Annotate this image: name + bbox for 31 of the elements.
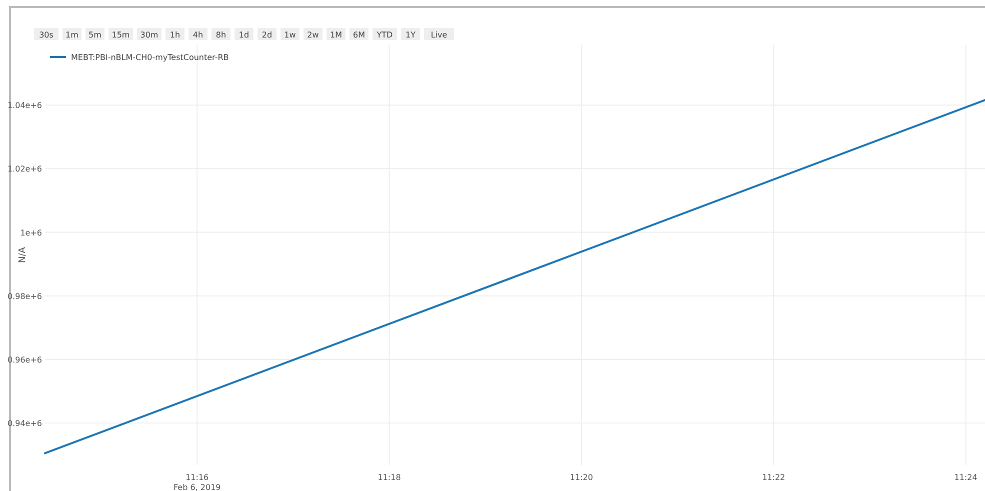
text: Feb 6, 2019: [174, 483, 221, 491]
time-range-button: 1Y: [401, 28, 420, 40]
time-range-button: 1w: [280, 28, 300, 40]
time-range-button: 1h: [166, 28, 184, 40]
time-range-button: 8h: [212, 28, 230, 40]
y-tick-label: 1.04e+6: [7, 101, 42, 110]
x-tick-label: 11:20: [570, 473, 593, 482]
time-range-button: 6M: [350, 28, 368, 40]
legend-label: MEBT:PBI-nBLM-CH0-myTestCounter-RB: [71, 53, 229, 62]
x-tick-label: 11:22: [762, 473, 786, 482]
time-range-button: 2w: [304, 28, 322, 40]
time-range-button: 1m: [62, 28, 82, 40]
time-range-button: 1M: [326, 28, 346, 40]
time-range-button: 15m: [108, 28, 133, 40]
x-tick-label: 11:16: [186, 473, 209, 482]
time-range-button: 5m: [86, 28, 104, 40]
time-range-button: YTD: [372, 28, 397, 40]
y-axis-title: N/A: [18, 246, 28, 263]
y-tick-label: 0.98e+6: [7, 292, 42, 301]
y-tick-label: 0.94e+6: [7, 419, 42, 428]
y-tick-label: 1.02e+6: [7, 164, 42, 174]
time-range-button: Live: [424, 28, 454, 40]
time-range-button: 30s: [34, 28, 58, 40]
y-tick-label: 0.96e+6: [7, 355, 42, 364]
time-range-button: 2d: [258, 28, 276, 40]
time-range-button: 30m: [137, 28, 162, 40]
time-range-button: 1d: [234, 28, 254, 40]
x-tick-label: 11:24: [954, 473, 978, 482]
time-range-button: 4h: [188, 28, 208, 40]
y-tick-label: 1e+6: [20, 228, 42, 238]
x-tick-label: 11:18: [378, 473, 401, 482]
